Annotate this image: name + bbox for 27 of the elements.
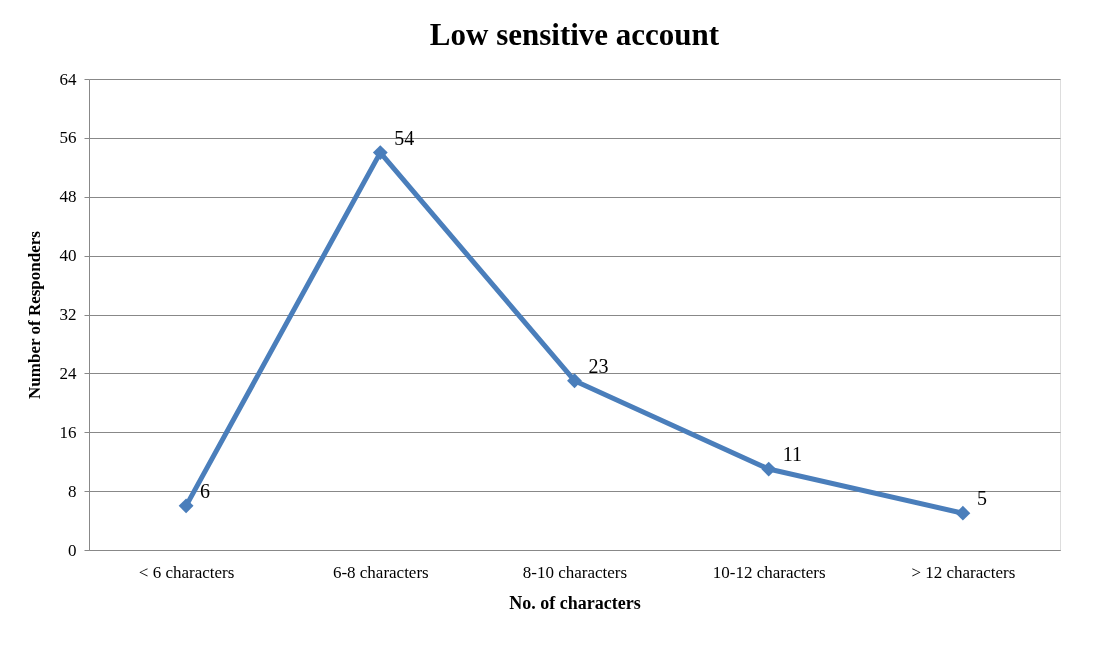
y-tick-label: 56 bbox=[59, 128, 77, 148]
y-tick-label: 32 bbox=[59, 305, 77, 324]
data-label: 6 bbox=[200, 479, 211, 502]
data-label: 5 bbox=[976, 487, 987, 510]
data-label: 11 bbox=[782, 443, 802, 466]
y-tick-label: 64 bbox=[59, 69, 77, 89]
point bbox=[178, 498, 194, 514]
y-tick-label: 24 bbox=[59, 363, 77, 383]
y-tick-label: 0 bbox=[68, 540, 77, 560]
point bbox=[372, 145, 388, 161]
y-tick-label: 48 bbox=[59, 187, 77, 207]
y-axis-title: Number of Responders bbox=[24, 230, 44, 399]
data-label: 23 bbox=[588, 354, 609, 377]
x-tick-label: 6-8 characters bbox=[332, 562, 429, 582]
y-tick-label: 8 bbox=[68, 481, 77, 501]
chart-title: Low sensitive account bbox=[429, 17, 720, 52]
x-tick-label: > 12 characters bbox=[911, 562, 1016, 582]
x-tick-label: 10-12 characters bbox=[712, 562, 826, 582]
point bbox=[567, 373, 582, 389]
point bbox=[761, 461, 777, 477]
x-tick-label: < 6 characters bbox=[138, 562, 235, 582]
y-tick-label: 40 bbox=[59, 246, 77, 266]
data-label: 54 bbox=[394, 126, 415, 149]
x-axis-title: No. of characters bbox=[509, 592, 641, 613]
x-tick-label: 8-10 characters bbox=[522, 562, 628, 582]
y-tick-label: 16 bbox=[59, 422, 77, 442]
point bbox=[955, 505, 971, 521]
